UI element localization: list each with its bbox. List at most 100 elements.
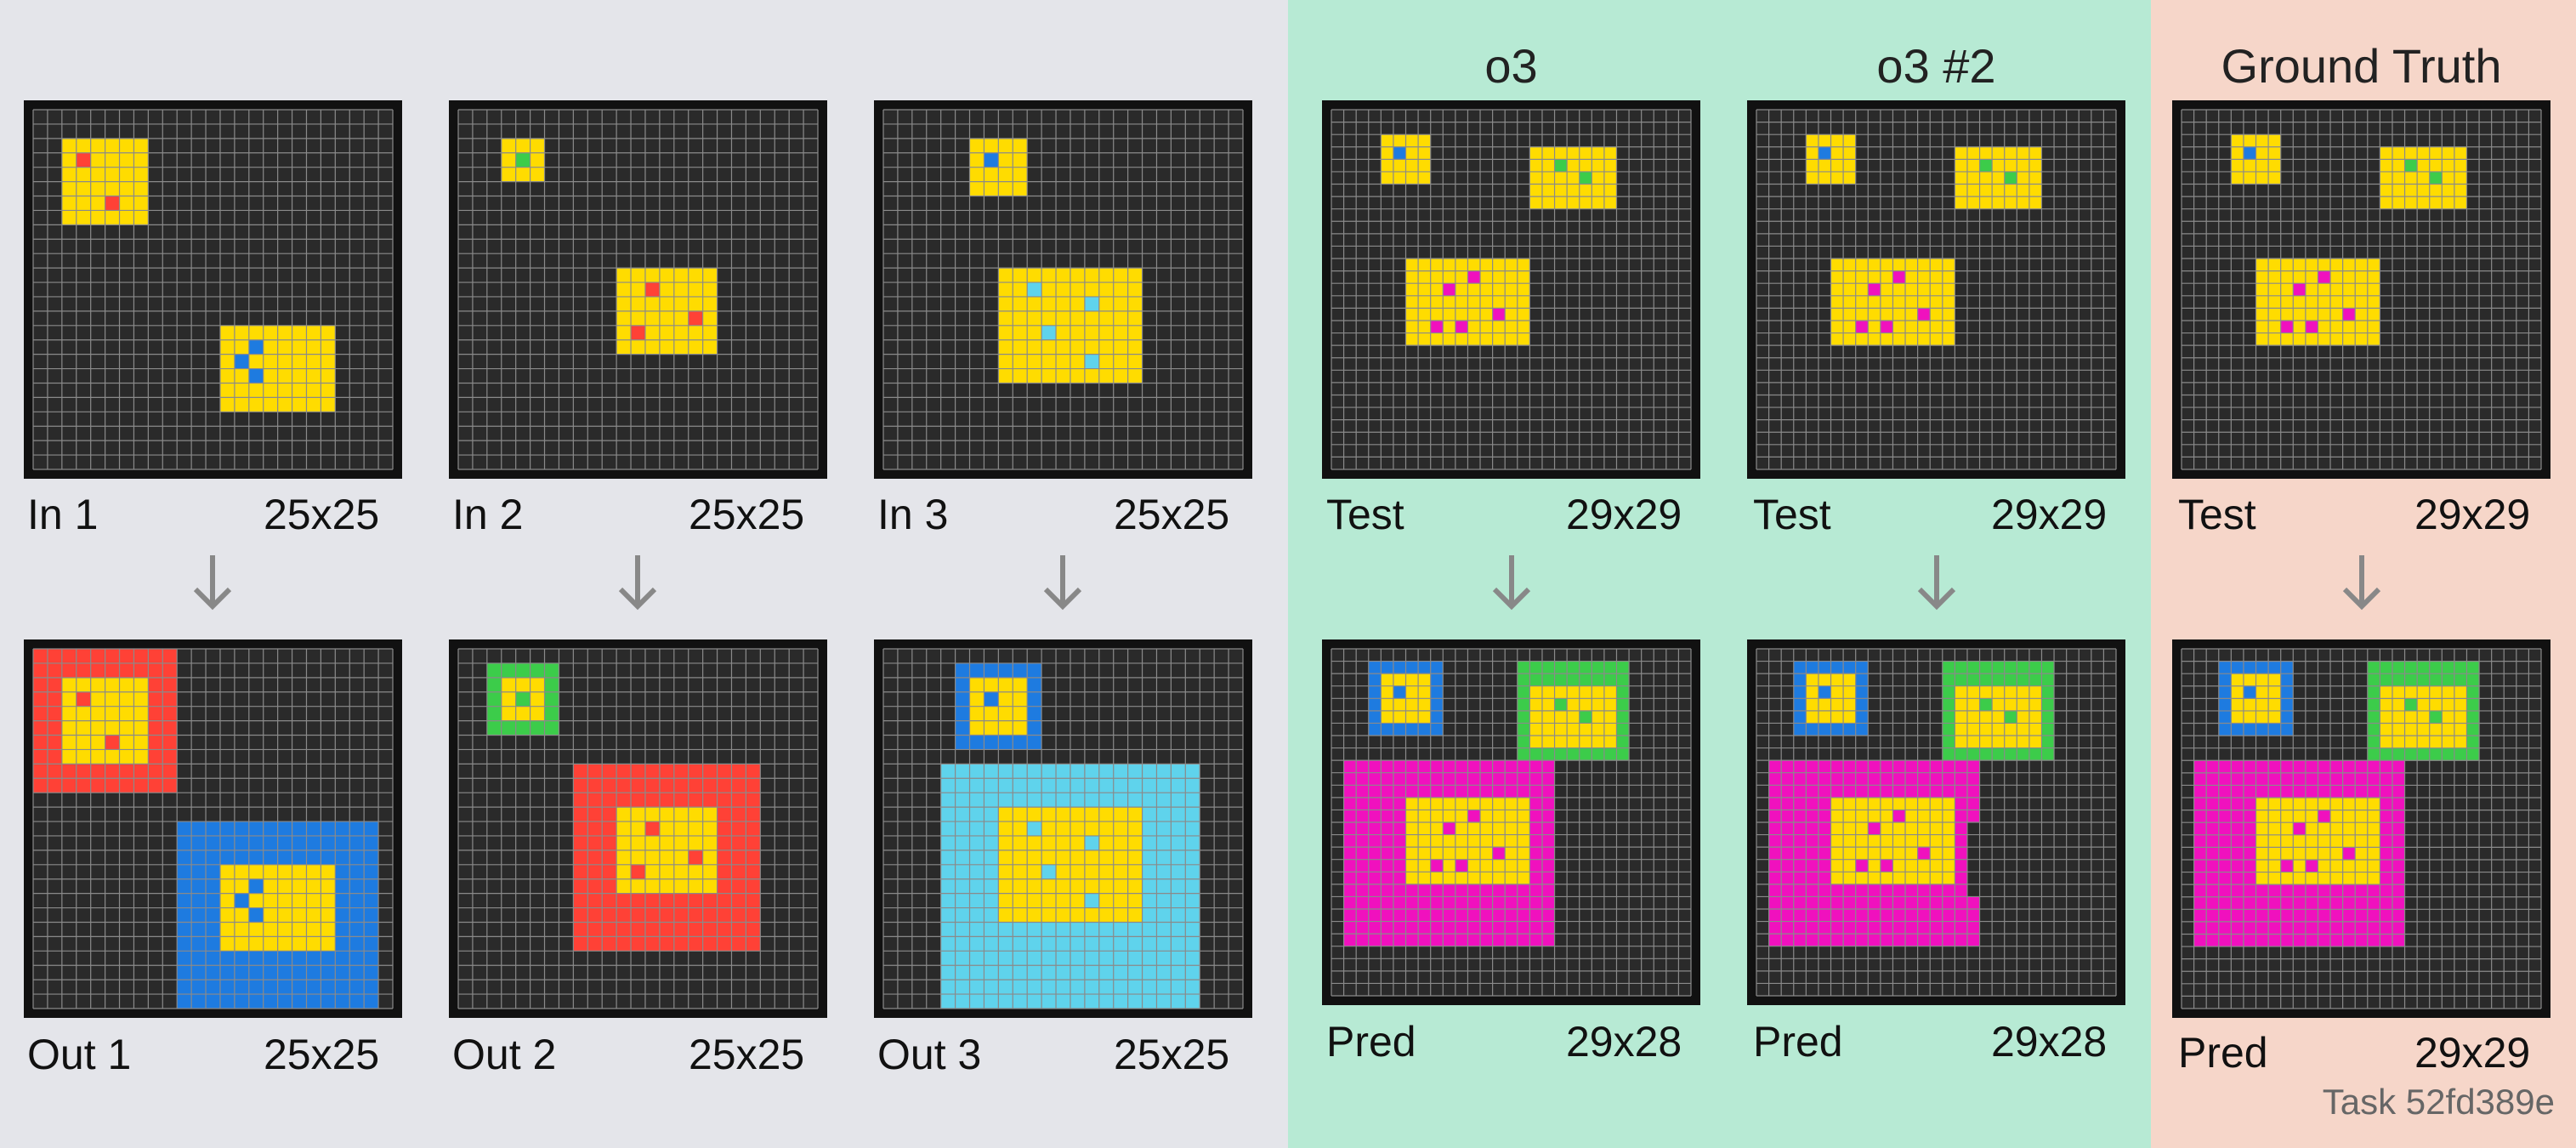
header-model2: o3 #2 bbox=[1876, 39, 1996, 93]
grid-cell bbox=[76, 152, 91, 168]
grid-cell bbox=[1855, 859, 1869, 872]
grid-lines bbox=[2181, 648, 2542, 1009]
grid-cell bbox=[1027, 282, 1042, 297]
grid-cell bbox=[1041, 325, 1057, 340]
test-grid-model1 bbox=[1322, 100, 1700, 479]
output-grid-1 bbox=[24, 639, 402, 1018]
grid-cell bbox=[1880, 859, 1893, 872]
grid-cell bbox=[248, 907, 264, 923]
test-size-model1: 29x29 bbox=[1566, 491, 1682, 538]
grid-cell bbox=[234, 354, 249, 369]
output-size-1: 25x25 bbox=[264, 1031, 380, 1078]
output-grid-2 bbox=[449, 639, 827, 1018]
arrow-down-icon bbox=[1043, 555, 1082, 611]
grid-cell bbox=[2280, 320, 2294, 333]
output-size-3: 25x25 bbox=[1114, 1031, 1230, 1078]
grid-cell bbox=[1443, 822, 1455, 835]
grid-cell bbox=[2243, 146, 2256, 160]
grid-cell bbox=[1579, 710, 1592, 724]
grid-cell bbox=[1579, 171, 1592, 185]
arrow-down-icon bbox=[1492, 555, 1531, 611]
input-grid-1 bbox=[24, 100, 402, 479]
output-label-3: Out 3 bbox=[877, 1031, 982, 1078]
grid-cell bbox=[2305, 859, 2318, 872]
input-grid-3 bbox=[874, 100, 1252, 479]
grid-cell bbox=[2429, 710, 2443, 724]
grid-cell bbox=[2318, 270, 2331, 284]
output-label-2: Out 2 bbox=[452, 1031, 557, 1078]
pred-label-model1: Pred bbox=[1326, 1018, 1416, 1066]
grid-cell bbox=[1492, 308, 1506, 321]
input-size-1: 25x25 bbox=[264, 491, 380, 538]
grid-cell bbox=[1084, 296, 1099, 311]
output-label-1: Out 1 bbox=[27, 1031, 132, 1078]
grid-lines bbox=[32, 648, 394, 1009]
grid-cell bbox=[1868, 283, 1881, 296]
grid-region bbox=[2380, 146, 2467, 209]
grid-cell bbox=[631, 864, 645, 879]
output-size-2: 25x25 bbox=[689, 1031, 805, 1078]
test-grid-truth bbox=[2172, 100, 2550, 479]
grid-region bbox=[1955, 685, 2042, 748]
grid-cell bbox=[1455, 320, 1468, 333]
grid-lines bbox=[1756, 648, 2117, 997]
grid-cell bbox=[1467, 270, 1481, 284]
grid-cell bbox=[1027, 821, 1042, 836]
grid-cell bbox=[2404, 698, 2418, 711]
grid-cell bbox=[1554, 159, 1568, 172]
grid-cell bbox=[1554, 698, 1568, 711]
grid-cell bbox=[2305, 320, 2318, 333]
grid-cell bbox=[1855, 320, 1869, 333]
truth-size: 29x29 bbox=[2414, 1029, 2531, 1077]
grid-cell bbox=[2004, 171, 2017, 185]
grid-cell bbox=[688, 850, 703, 865]
header-model1: o3 bbox=[1484, 39, 1538, 93]
grid-cell bbox=[688, 310, 703, 326]
arrow-down-icon bbox=[193, 555, 232, 611]
grid-cell bbox=[234, 893, 249, 908]
grid-cell bbox=[644, 821, 660, 836]
input-size-3: 25x25 bbox=[1114, 491, 1230, 538]
grid-cell bbox=[1880, 320, 1893, 333]
grid-cell bbox=[515, 152, 531, 168]
pred-grid-model1 bbox=[1322, 639, 1700, 1005]
test-label-truth: Test bbox=[2178, 491, 2256, 538]
grid-cell bbox=[248, 368, 264, 384]
grid-lines bbox=[32, 109, 394, 470]
grid-cell bbox=[1041, 864, 1057, 879]
output-grid-3 bbox=[874, 639, 1252, 1018]
grid-cell bbox=[1430, 320, 1444, 333]
grid-lines bbox=[1756, 109, 2117, 470]
grid-cell bbox=[631, 325, 645, 340]
pred-label-model2: Pred bbox=[1753, 1018, 1843, 1066]
grid-cell bbox=[1393, 685, 1406, 699]
grid-cell bbox=[1818, 146, 1831, 160]
grid-cell bbox=[1084, 354, 1099, 369]
grid-cell bbox=[984, 691, 999, 707]
grid-lines bbox=[1331, 648, 1692, 997]
grid-cell bbox=[2004, 710, 2017, 724]
input-label-2: In 2 bbox=[452, 491, 524, 538]
grid-cell bbox=[984, 152, 999, 168]
grid-cell bbox=[1917, 847, 1931, 860]
grid-cell bbox=[1455, 859, 1468, 872]
header-truth: Ground Truth bbox=[2221, 39, 2502, 93]
grid-cell bbox=[1443, 283, 1455, 296]
grid-cell bbox=[2404, 159, 2418, 172]
grid-cell bbox=[1979, 698, 1993, 711]
task-id: Task 52fd389e bbox=[2322, 1082, 2555, 1122]
grid-region bbox=[1529, 685, 1617, 748]
grid-lines bbox=[1331, 109, 1692, 470]
test-label-model1: Test bbox=[1326, 491, 1404, 538]
input-label-3: In 3 bbox=[877, 491, 949, 538]
grid-cell bbox=[1467, 810, 1481, 822]
grid-cell bbox=[2429, 171, 2443, 185]
grid-cell bbox=[2342, 308, 2356, 321]
grid-cell bbox=[105, 735, 120, 750]
grid-lines bbox=[2181, 109, 2542, 470]
grid-lines bbox=[882, 109, 1244, 470]
arrow-down-icon bbox=[1917, 555, 1956, 611]
grid-cell bbox=[644, 282, 660, 297]
grid-cell bbox=[2293, 283, 2306, 296]
grid-region bbox=[2380, 685, 2467, 748]
